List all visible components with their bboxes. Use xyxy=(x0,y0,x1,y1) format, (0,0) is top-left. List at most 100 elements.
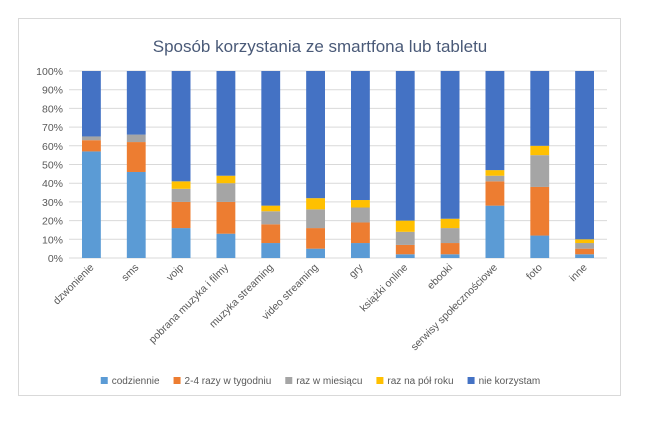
bar-segment xyxy=(485,71,505,171)
x-tick-label: dzwonienie xyxy=(51,262,97,308)
bar-segment xyxy=(306,228,325,249)
bar-segment xyxy=(306,248,325,258)
bar-segment xyxy=(530,235,550,258)
bars xyxy=(82,71,594,258)
bar-segment xyxy=(126,142,146,172)
bar-segment xyxy=(395,231,415,245)
bar-segment xyxy=(485,175,505,182)
bar-stack xyxy=(575,71,594,258)
x-tick-label: pobrana muzyka i filmy xyxy=(147,261,232,346)
bar-segment xyxy=(171,71,191,182)
bar-segment xyxy=(485,181,505,206)
bar-segment xyxy=(575,243,594,249)
bar-stack xyxy=(530,71,550,258)
chart-frame: Sposób korzystania ze smartfona lub tabl… xyxy=(18,18,621,396)
bar-segment xyxy=(440,228,460,244)
y-tick-label: 70% xyxy=(42,122,63,134)
bar-segment xyxy=(216,233,236,258)
x-tick-label: serwisy społecznościowe xyxy=(409,262,501,354)
y-tick-label: 50% xyxy=(42,160,63,172)
bar-segment xyxy=(306,198,325,210)
bar-stack xyxy=(440,71,460,258)
gridlines xyxy=(69,70,607,259)
bar-segment xyxy=(575,71,594,240)
x-tick-label: voip xyxy=(164,262,186,284)
bar-segment xyxy=(261,211,281,225)
bar-segment xyxy=(82,151,101,258)
bar-segment xyxy=(82,71,101,137)
chart-title: Sposób korzystania ze smartfona lub tabl… xyxy=(153,37,488,56)
bar-segment xyxy=(530,186,550,236)
bar-segment xyxy=(351,207,370,223)
bar-stack xyxy=(351,71,370,258)
bar-stack xyxy=(261,71,281,258)
x-tick-label: gry xyxy=(347,261,366,280)
legend-label: nie korzystam xyxy=(479,376,541,387)
x-tick-label: sms xyxy=(119,262,141,284)
bar-stack xyxy=(126,71,146,258)
bar-segment xyxy=(395,220,415,232)
y-tick-label: 20% xyxy=(42,216,63,228)
bar-segment xyxy=(395,244,415,255)
legend-label: 2-4 razy w tygodniu xyxy=(185,376,272,387)
bar-segment xyxy=(261,205,281,212)
y-tick-label: 80% xyxy=(42,103,63,115)
bar-segment xyxy=(126,171,146,258)
bar-segment xyxy=(216,183,236,202)
y-tick-label: 0% xyxy=(48,253,63,265)
bar-segment xyxy=(306,209,325,229)
bar-segment xyxy=(575,254,594,258)
bar-segment xyxy=(261,243,281,258)
legend-label: raz na pół roku xyxy=(387,376,453,387)
bar-segment xyxy=(530,145,550,156)
bar-segment xyxy=(216,71,236,176)
bar-segment xyxy=(440,218,460,229)
legend-label: raz w miesiącu xyxy=(296,376,362,387)
bar-segment xyxy=(126,71,146,135)
bar-segment xyxy=(216,175,236,184)
bar-segment xyxy=(440,243,460,255)
bar-stack xyxy=(395,71,415,258)
bar-segment xyxy=(395,71,415,221)
bar-segment xyxy=(126,134,146,143)
bar-segment xyxy=(575,248,594,255)
y-tick-label: 30% xyxy=(42,197,63,209)
x-tick-label: ebooki xyxy=(425,262,455,292)
bar-segment xyxy=(171,201,191,229)
y-tick-label: 100% xyxy=(36,66,63,78)
bar-stack xyxy=(171,71,191,258)
y-tick-label: 40% xyxy=(42,178,63,190)
x-tick-label: foto xyxy=(524,262,545,283)
legend-swatch xyxy=(100,377,108,384)
y-tick-label: 60% xyxy=(42,141,63,153)
bar-segment xyxy=(216,201,236,234)
bar-segment xyxy=(261,71,281,206)
bar-segment xyxy=(351,243,370,258)
y-axis: 0% 10% 20% 30% 40% 50% 60% 70% 80% 90% 100% xyxy=(36,66,63,265)
bar-segment xyxy=(530,71,550,146)
bar-segment xyxy=(171,188,191,202)
bar-segment xyxy=(82,140,101,152)
bar-stack xyxy=(216,71,236,258)
bar-segment xyxy=(485,170,505,176)
x-tick-label: książki online xyxy=(358,262,411,315)
legend-swatch xyxy=(376,377,384,384)
bar-stack xyxy=(82,71,101,258)
bar-stack xyxy=(306,71,325,258)
legend-swatch xyxy=(467,377,475,384)
bar-stack xyxy=(485,71,505,258)
bar-segment xyxy=(395,254,415,258)
bar-segment xyxy=(440,254,460,258)
bar-segment xyxy=(440,71,460,219)
bar-segment xyxy=(351,71,370,201)
bar-segment xyxy=(171,228,191,258)
bar-segment xyxy=(485,205,505,258)
legend-swatch xyxy=(285,377,293,384)
bar-segment xyxy=(306,71,325,199)
legend-label: codziennie xyxy=(112,376,160,387)
bar-segment xyxy=(351,200,370,208)
legend-swatch xyxy=(173,377,181,384)
bar-segment xyxy=(82,136,101,141)
y-tick-label: 10% xyxy=(42,234,63,246)
